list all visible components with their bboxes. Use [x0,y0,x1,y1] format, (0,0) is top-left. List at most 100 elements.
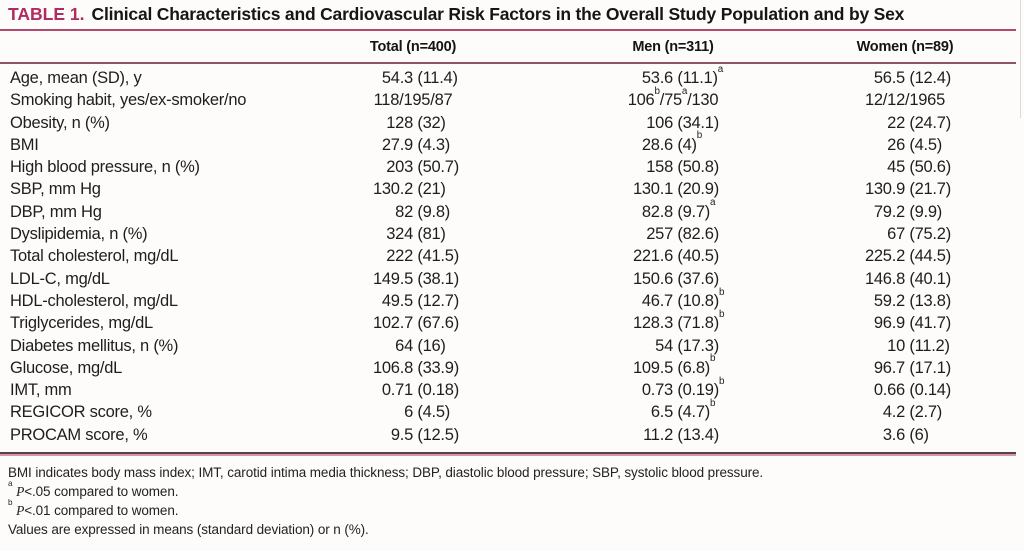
cell-women: 22 (24.7) [887,113,951,132]
cell-total: 130.2 (21) [372,180,446,199]
table-number: TABLE 1. [8,4,85,24]
table-row: Dyslipidemia, n (%) 324 (81) 257 (82.6) 67 … [0,223,1024,245]
table-row: Triglycerides, mg/dL 102.7 (67.6) 128.3 (7… [0,308,1024,334]
cell-men: 130.1 (20.9) [632,180,719,199]
row-label: LDL-C, mg/dL [10,269,110,288]
cell-women: 96.7 (17.1) [873,358,951,377]
footnotes: BMI indicates body mass index; IMT, caro… [8,463,763,539]
row-label: Triglycerides, mg/dL [10,314,153,333]
cell-total: 0.71 (0.18) [381,381,459,400]
column-header-women: Women (n=89) [856,39,954,55]
table-row: Total cholesterol, mg/dL 222 (41.5) 221.6 … [0,245,1024,267]
row-label: Glucose, mg/dL [10,358,123,377]
cell-total: 82 (9.8) [395,202,451,221]
row-label: HDL-cholesterol, mg/dL [10,291,178,310]
table-row: DBP, mm Hg 82 (9.8) 82.8 (9.7)a 79.2 (9.9) [0,197,1024,223]
cell-men: 158 (50.8) [646,158,719,177]
cell-total: 54.3 (11.4) [381,69,458,87]
cell-men: 28.6 (4)b [641,130,702,154]
table-row: LDL-C, mg/dL 149.5 (38.1) 150.6 (37.6) 146.… [0,268,1024,290]
cell-men: 106 (34.1) [646,113,719,132]
cell-total: 222 (41.5) [386,247,459,266]
table-row: High blood pressure, n (%) 203 (50.7) 158 … [0,156,1024,178]
table-row: Obesity, n (%) 128 (32) 106 (34.1) 22 (24.7… [0,112,1024,134]
cell-total: 64 (16) [395,336,446,355]
cell-women: 12/12/1965 [864,91,946,110]
divider-pink-line [0,454,1016,456]
cell-women: 10 (11.2) [887,336,950,355]
table-row: Glucose, mg/dL 106.8 (33.9) 109.5 (6.8)b 96… [0,353,1024,379]
table-bottom-divider [0,452,1016,456]
cell-men: 46.7 (10.8)b [641,286,725,310]
table-row: REGICOR score, % 6 (4.5) 6.5 (4.7)b 4.2 (2.… [0,398,1024,423]
table-row: Age, mean (SD), y 54.3 (11.4) 53.6 (11.1)a… [0,63,1024,89]
cell-total: 49.5 (12.7) [381,291,459,310]
cell-total: 128 (32) [386,113,446,132]
table-row: PROCAM score, % 9.5 (12.5) 11.2 (13.4) 3.6 … [0,424,1024,446]
row-label: REGICOR score, % [10,403,152,422]
cell-men: 6.5 (4.7)b [650,398,716,422]
cell-men: 54 (17.3) [655,336,719,355]
row-label: Age, mean (SD), y [10,69,142,87]
table-row: Diabetes mellitus, n (%) 64 (16) 54 (17.3)… [0,335,1024,357]
cell-total: 149.5 (38.1) [372,269,459,288]
cell-women: 0.66 (0.14) [873,381,951,400]
row-label: PROCAM score, % [10,425,148,444]
cell-men: 128.3 (71.8)b [632,308,725,333]
cell-men: 150.6 (37.6) [632,269,719,288]
cell-women: 26 (4.5) [887,135,943,154]
table-title: TABLE 1. Clinical Characteristics and Car… [8,4,904,25]
cell-women: 3.6 (6) [882,425,929,444]
cell-women: 96.9 (41.7) [873,314,951,333]
row-label: SBP, mm Hg [10,180,101,199]
cell-men: 0.73 (0.19)b [641,375,725,400]
cell-men: 221.6 (40.5) [632,247,719,266]
table-body: Age, mean (SD), y 54.3 (11.4) 53.6 (11.1)a… [0,63,1024,446]
cell-total: 203 (50.7) [386,158,459,177]
cell-women: 59.2 (13.8) [873,291,951,310]
table-row: BMI 27.9 (4.3) 28.6 (4)b 26 (4.5) [0,130,1024,156]
footnote: Values are expressed in means (standard … [8,522,369,537]
row-label: IMT, mm [10,381,72,400]
row-label: DBP, mm Hg [10,202,102,221]
cell-women: 225.2 (44.5) [864,247,951,266]
row-label: Smoking habit, yes/ex-smoker/no [10,91,247,110]
cell-women: 4.2 (2.7) [882,403,943,422]
table-row: IMT, mm 0.71 (0.18) 0.73 (0.19)b 0.66 (0.14… [0,375,1024,401]
cell-total: 118/195/87 [373,91,453,110]
cell-total: 106.8 (33.9) [372,358,459,377]
cell-women: 67 (75.2) [887,225,951,244]
row-label: Total cholesterol, mg/dL [10,247,179,266]
row-label: Dyslipidemia, n (%) [10,225,148,244]
footnote: BMI indicates body mass index; IMT, caro… [8,465,764,480]
cell-men: 82.8 (9.7)a [641,197,716,221]
cell-men: 53.6 (11.1)a [641,63,723,87]
column-header-men: Men (n=311) [632,39,714,55]
cell-total: 27.9 (4.3) [381,135,451,154]
cell-women: 130.9 (21.7) [864,180,951,199]
divider-dark-line [0,452,1016,454]
footnote: a P<.05 compared to women. [8,479,179,499]
cell-men: 106b/75a/130 [627,85,719,110]
column-header-total: Total (n=400) [369,39,457,55]
table-row: Smoking habit, yes/ex-smoker/no 118/195/8… [0,85,1024,111]
cell-total: 102.7 (67.6) [372,314,459,333]
table-row: SBP, mm Hg 130.2 (21) 130.1 (20.9) 130.9 (2… [0,178,1024,200]
cell-total: 6 (4.5) [404,403,451,422]
row-label: High blood pressure, n (%) [10,158,200,177]
title-divider [0,29,1016,31]
row-label: Obesity, n (%) [10,113,110,132]
cell-total: 9.5 (12.5) [390,425,459,444]
header-divider [0,62,1016,64]
cell-women: 56.5 (12.4) [873,69,951,87]
footnote: b P<.01 compared to women. [8,498,179,518]
cell-women: 79.2 (9.9) [873,202,943,221]
table-row: HDL-cholesterol, mg/dL 49.5 (12.7) 46.7 (1… [0,286,1024,312]
cell-men: 109.5 (6.8)b [632,353,716,377]
cell-men: 11.2 (13.4) [643,425,719,444]
row-label: BMI [10,135,39,154]
cell-women: 146.8 (40.1) [864,269,951,288]
scan-artifact-line [1020,0,1021,118]
cell-women: 45 (50.6) [887,158,951,177]
